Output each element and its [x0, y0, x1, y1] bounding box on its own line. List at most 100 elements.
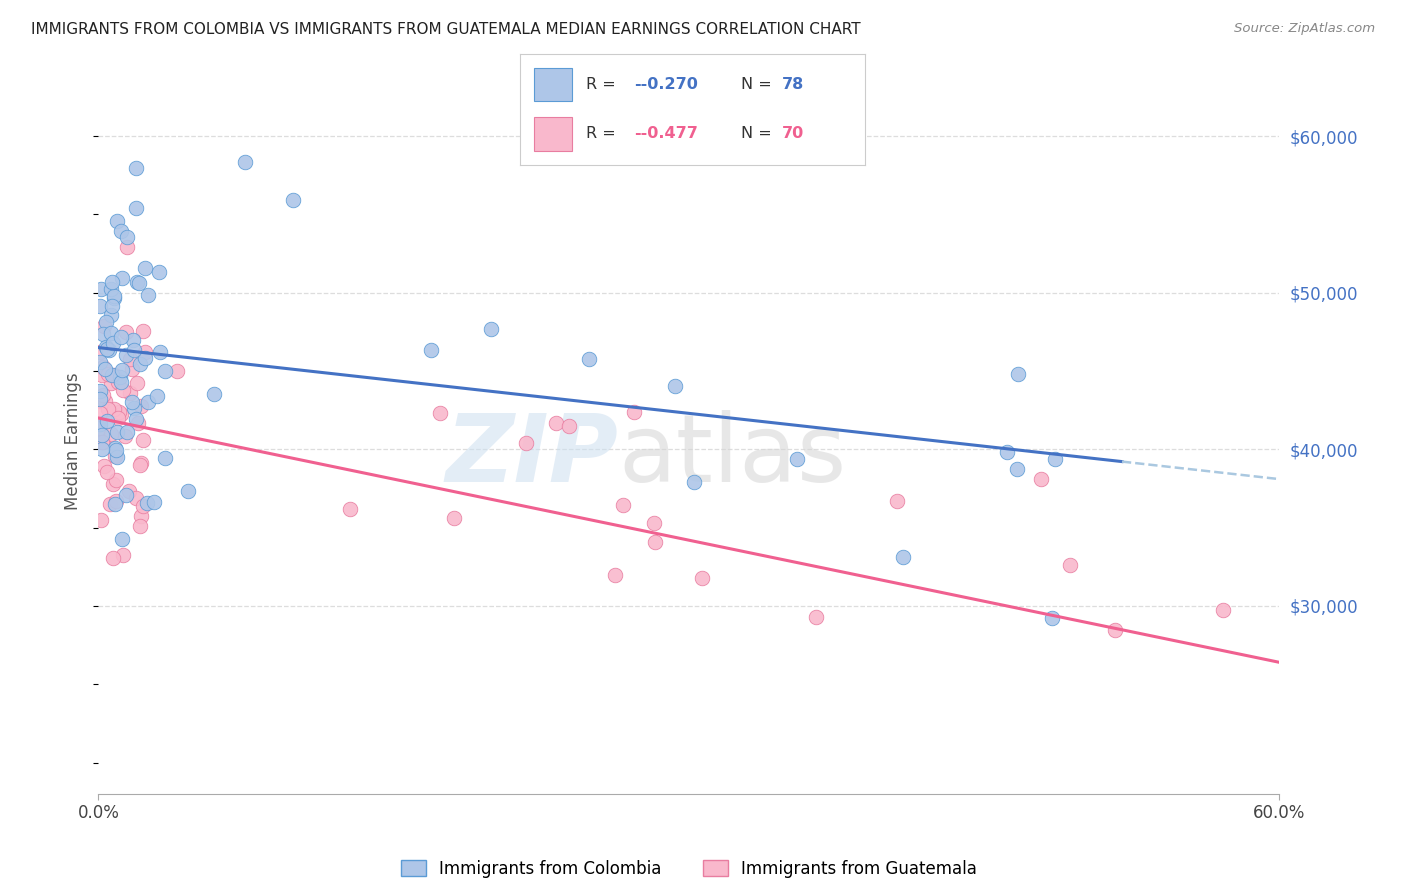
Point: [146, 388, 169, 402]
Legend: Immigrants from Colombia, Immigrants from Guatemala: Immigrants from Colombia, Immigrants fro…: [392, 852, 986, 887]
Point: [94, 362, 117, 376]
Point: [94, 340, 117, 354]
Point: [89, 392, 111, 407]
Point: [97, 367, 120, 381]
Text: IMMIGRANTS FROM COLOMBIA VS IMMIGRANTS FROM GUATEMALA MEDIAN EARNINGS CORRELATIO: IMMIGRANTS FROM COLOMBIA VS IMMIGRANTS F…: [31, 22, 860, 37]
Point: [120, 386, 142, 401]
Point: [153, 364, 176, 378]
Point: [105, 425, 128, 439]
Point: [1007, 367, 1029, 381]
Point: [122, 401, 145, 416]
Point: [128, 357, 150, 371]
Point: [91, 327, 114, 342]
Point: [128, 277, 150, 291]
Text: R =: R =: [586, 127, 620, 141]
Point: [1043, 451, 1066, 466]
Point: [90, 393, 112, 408]
Text: 78: 78: [782, 78, 804, 92]
Point: [94, 394, 117, 409]
Point: [89, 298, 111, 312]
Point: [558, 419, 581, 434]
Point: [886, 493, 908, 508]
Point: [118, 351, 141, 366]
Point: [134, 261, 156, 276]
Point: [103, 368, 125, 382]
Point: [111, 271, 134, 285]
Point: [148, 265, 170, 279]
Point: [110, 408, 132, 422]
Point: [103, 401, 125, 416]
Point: [91, 368, 114, 383]
Text: --0.477: --0.477: [634, 127, 697, 141]
Point: [149, 344, 172, 359]
Point: [166, 364, 188, 378]
Point: [104, 441, 127, 455]
Point: [100, 309, 122, 323]
Point: [115, 230, 138, 244]
Point: [105, 214, 128, 228]
Point: [125, 276, 148, 290]
Y-axis label: Median Earnings: Median Earnings: [65, 373, 83, 510]
Point: [104, 449, 127, 463]
Point: [97, 401, 120, 416]
Point: [103, 291, 125, 305]
Point: [995, 445, 1018, 459]
Point: [125, 161, 148, 175]
Point: [134, 351, 156, 365]
Point: [96, 465, 118, 479]
Point: [233, 154, 256, 169]
Point: [623, 405, 645, 419]
Point: [125, 376, 148, 390]
Bar: [534, 117, 572, 151]
Point: [89, 355, 111, 369]
Point: [89, 417, 111, 431]
Point: [683, 475, 706, 489]
Text: atlas: atlas: [619, 409, 846, 501]
Point: [110, 330, 132, 344]
Point: [103, 289, 125, 303]
Point: [91, 434, 114, 449]
Point: [100, 326, 122, 340]
Point: [155, 450, 177, 465]
Point: [121, 395, 143, 409]
Point: [112, 548, 135, 562]
Point: [644, 534, 666, 549]
Point: [103, 551, 125, 566]
Point: [89, 384, 111, 398]
Point: [91, 388, 114, 402]
Point: [107, 410, 129, 425]
Point: [89, 282, 111, 296]
Point: [108, 405, 131, 419]
Point: [339, 502, 361, 516]
Point: [129, 519, 152, 533]
Point: [100, 426, 122, 441]
Text: N =: N =: [741, 127, 776, 141]
Point: [479, 322, 502, 336]
Point: [91, 359, 114, 374]
Point: [786, 452, 808, 467]
Point: [101, 335, 124, 350]
Point: [89, 406, 111, 420]
Point: [90, 513, 112, 527]
Point: [110, 532, 132, 546]
Point: [142, 495, 165, 509]
Point: [132, 500, 155, 514]
Point: [129, 400, 152, 414]
Point: [117, 240, 139, 254]
Point: [115, 326, 138, 340]
Point: [110, 376, 132, 390]
Point: [1005, 461, 1028, 475]
Point: [89, 420, 111, 434]
Point: [91, 442, 114, 457]
Point: [101, 476, 124, 491]
Point: [122, 343, 145, 357]
Point: [603, 568, 626, 582]
Text: N =: N =: [741, 78, 776, 92]
Text: ZIP: ZIP: [446, 409, 619, 501]
Point: [806, 609, 828, 624]
Point: [111, 383, 134, 397]
Point: [114, 429, 136, 443]
Point: [115, 488, 138, 502]
Point: [125, 412, 148, 426]
Point: [111, 363, 134, 377]
